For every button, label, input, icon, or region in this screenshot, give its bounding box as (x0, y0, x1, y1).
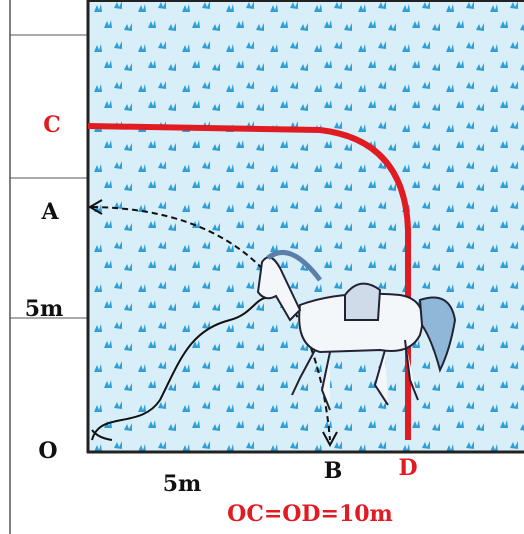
point-label: C (43, 112, 61, 138)
caption: OC=OD=10m (227, 501, 393, 527)
length-label: 5m (163, 471, 202, 497)
length-label: 5m (25, 296, 64, 322)
point-label: B (324, 458, 343, 484)
horse (256, 249, 457, 411)
point-label: O (38, 438, 57, 464)
point-label: D (398, 455, 417, 481)
point-label: A (40, 199, 59, 225)
red-boundary (87, 123, 411, 440)
arrowhead (322, 431, 338, 448)
arrowhead (88, 199, 103, 215)
grass (88, 0, 524, 452)
rope-knot (91, 429, 113, 441)
rope (91, 297, 266, 441)
